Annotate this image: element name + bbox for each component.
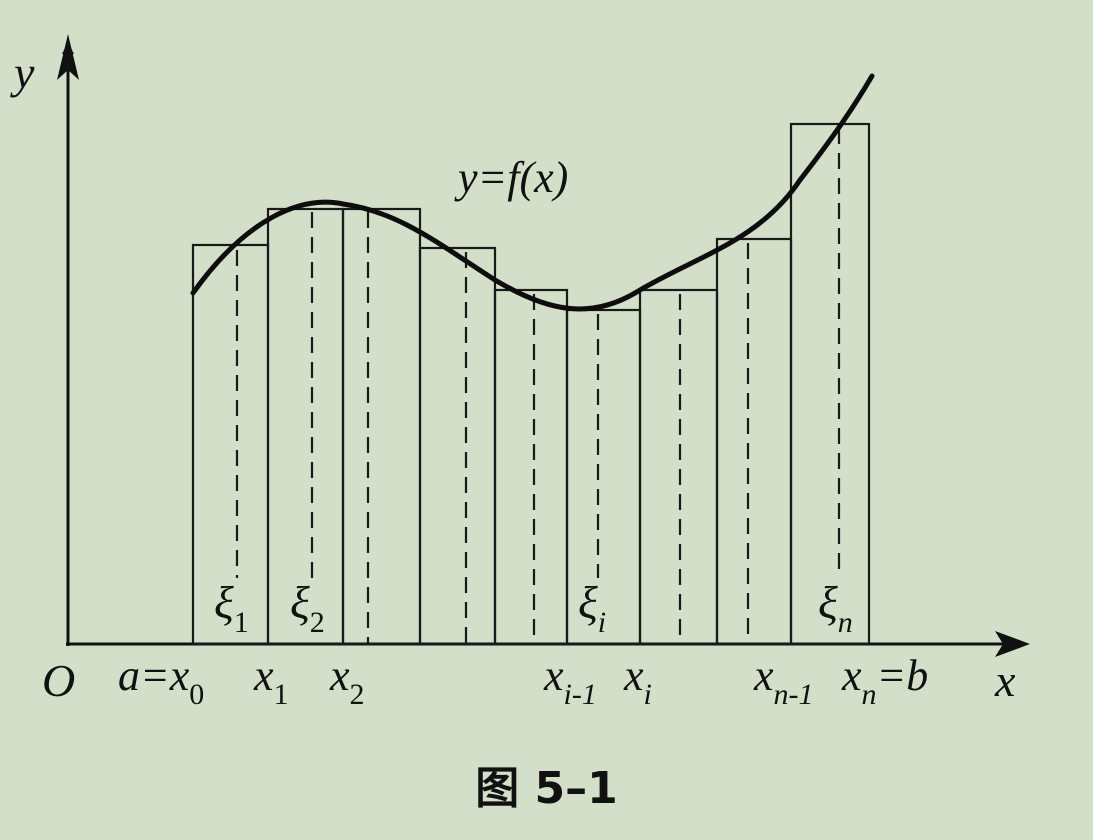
tick-label-sub: 2 — [350, 678, 365, 711]
xi-sub: 2 — [310, 606, 325, 639]
riemann-rect — [341, 207, 422, 646]
xi-base: ξ — [214, 577, 234, 628]
riemann-rect — [638, 288, 719, 646]
xi-base: ξ — [578, 577, 598, 628]
xi-sub: i — [598, 606, 606, 639]
tick-label-xi: xi — [623, 651, 652, 711]
xi-base: ξ — [290, 577, 310, 628]
tick-label-x1: x1 — [253, 651, 289, 711]
xi-sub: 1 — [234, 606, 249, 639]
tick-label-sub: n — [862, 678, 877, 711]
tick-label-sub: 0 — [189, 678, 204, 711]
y-axis-arrowhead — [57, 34, 79, 80]
riemann-rect — [418, 246, 497, 646]
y-axis-label: y — [10, 47, 35, 98]
function-curve — [190, 73, 875, 312]
tick-label-sub: i — [644, 678, 652, 711]
tick-label-base: x — [841, 651, 862, 700]
x-axis-arrowhead — [995, 631, 1030, 657]
tick-label-sub: n-1 — [774, 678, 814, 711]
riemann-rect — [493, 288, 569, 646]
tick-label-x0: a=x0 — [118, 651, 204, 711]
sample-point-labels: ξ1 ξ2 ξi ξn — [214, 577, 853, 639]
xi-label-1: ξ1 — [214, 577, 249, 639]
sample-point-lines — [235, 128, 841, 644]
tick-label-sub: 1 — [274, 678, 289, 711]
tick-label-post: =b — [877, 651, 929, 700]
xi-sub: n — [838, 606, 853, 639]
xi-label-n: ξn — [818, 577, 853, 639]
tick-label-base: x — [329, 651, 350, 700]
xi-label-2: ξ2 — [290, 577, 325, 639]
partition-labels: a=x0 x1 x2 xi-1 xi xn-1 xn=b — [118, 651, 928, 711]
riemann-rect — [715, 237, 793, 646]
tick-label-xn-1: xn-1 — [753, 651, 814, 711]
riemann-rect — [789, 122, 871, 646]
tick-label-base: x — [169, 651, 190, 700]
xi-base: ξ — [818, 577, 838, 628]
function-label: y=f(x) — [454, 153, 568, 202]
xi-label-i: ξi — [578, 577, 606, 639]
tick-label-sub: i-1 — [564, 678, 597, 711]
tick-label-xn: xn=b — [841, 651, 928, 711]
tick-label-base: x — [253, 651, 274, 700]
diagram-canvas: y=f(x) y x O a=x0 x1 x2 xi-1 xi xn-1 xn=… — [10, 34, 1030, 711]
riemann-rectangles — [191, 122, 871, 646]
x-axis-label: x — [994, 655, 1016, 706]
tick-label-x2: x2 — [329, 651, 365, 711]
figure-caption: 图 5–1 — [475, 763, 618, 814]
tick-label-base: x — [543, 651, 564, 700]
tick-label-pre: a= — [118, 651, 170, 700]
tick-label-base: x — [753, 651, 774, 700]
tick-label-base: x — [623, 651, 644, 700]
origin-label: O — [42, 655, 75, 706]
tick-label-xi-1: xi-1 — [543, 651, 597, 711]
